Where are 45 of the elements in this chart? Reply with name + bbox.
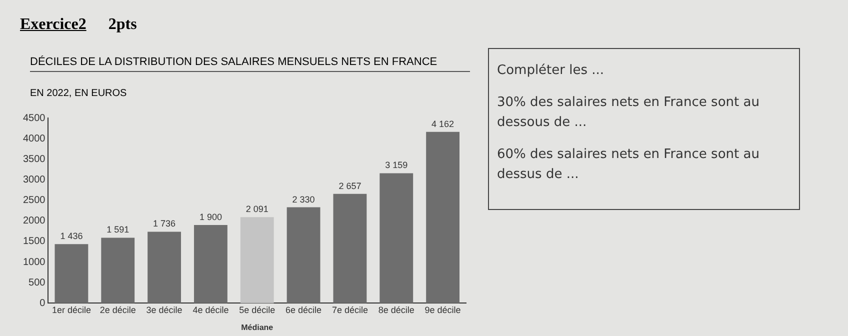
y-tick-label: 1500 xyxy=(22,236,46,248)
x-tick-label: 5e décile xyxy=(239,305,276,316)
y-tick-label: 4500 xyxy=(22,112,46,124)
bar xyxy=(194,225,228,304)
y-tick-label: 1000 xyxy=(22,256,46,268)
data-label: 1 736 xyxy=(153,218,176,229)
data-label: 3 159 xyxy=(385,160,408,170)
x-tick-label: 1er décile xyxy=(52,305,91,316)
x-tick-label: 4e décile xyxy=(192,305,229,316)
data-label: 2 330 xyxy=(292,194,315,204)
text: 2pts xyxy=(108,16,137,33)
bar xyxy=(54,244,88,304)
bar xyxy=(333,194,367,304)
data-label: 1 436 xyxy=(60,231,83,242)
chart-subtitle: EN 2022, EN EUROS xyxy=(30,88,127,99)
bar xyxy=(286,207,320,304)
data-label: 1 900 xyxy=(199,212,222,222)
text: 60% des salaires nets en France sont au dessus de ... xyxy=(497,146,760,184)
y-tick-label: 3500 xyxy=(22,154,46,165)
x-tick-label: 8e décile xyxy=(378,305,414,316)
data-label: 2 657 xyxy=(338,180,362,191)
y-tick-label: 2500 xyxy=(22,195,46,206)
x-tick-label: 9e décile xyxy=(424,305,461,316)
y-tick-label: 0 xyxy=(40,298,46,309)
text: Médiane xyxy=(241,323,274,332)
x-tick-label: 7e décile xyxy=(332,305,368,316)
bar xyxy=(380,173,414,304)
bar xyxy=(240,217,274,304)
chart-title: DÉCILES DE LA DISTRIBUTION DES SALAIRES MENSUELS NETS EN FRANCE xyxy=(30,56,470,72)
text: Compléter les ... xyxy=(497,62,606,80)
data-label: 1 591 xyxy=(106,224,130,235)
y-tick-label: 3000 xyxy=(22,174,46,186)
bar xyxy=(426,132,460,304)
data-label: 4 162 xyxy=(432,118,454,129)
y-tick-label: 2000 xyxy=(22,216,46,227)
y-tick-label: 4000 xyxy=(22,133,46,144)
x-tick-label: 6e décile xyxy=(286,305,322,316)
data-label: 2 091 xyxy=(246,204,268,214)
x-tick-label: 2e décile xyxy=(100,305,136,316)
bar xyxy=(148,232,181,304)
x-tick-label: 3e décile xyxy=(146,305,182,316)
y-tick-label: 500 xyxy=(28,277,46,288)
text: 30% des salaires nets en France sont au dessous de ... xyxy=(497,94,760,132)
bar xyxy=(101,238,135,304)
text: Exercice2 xyxy=(20,16,86,33)
